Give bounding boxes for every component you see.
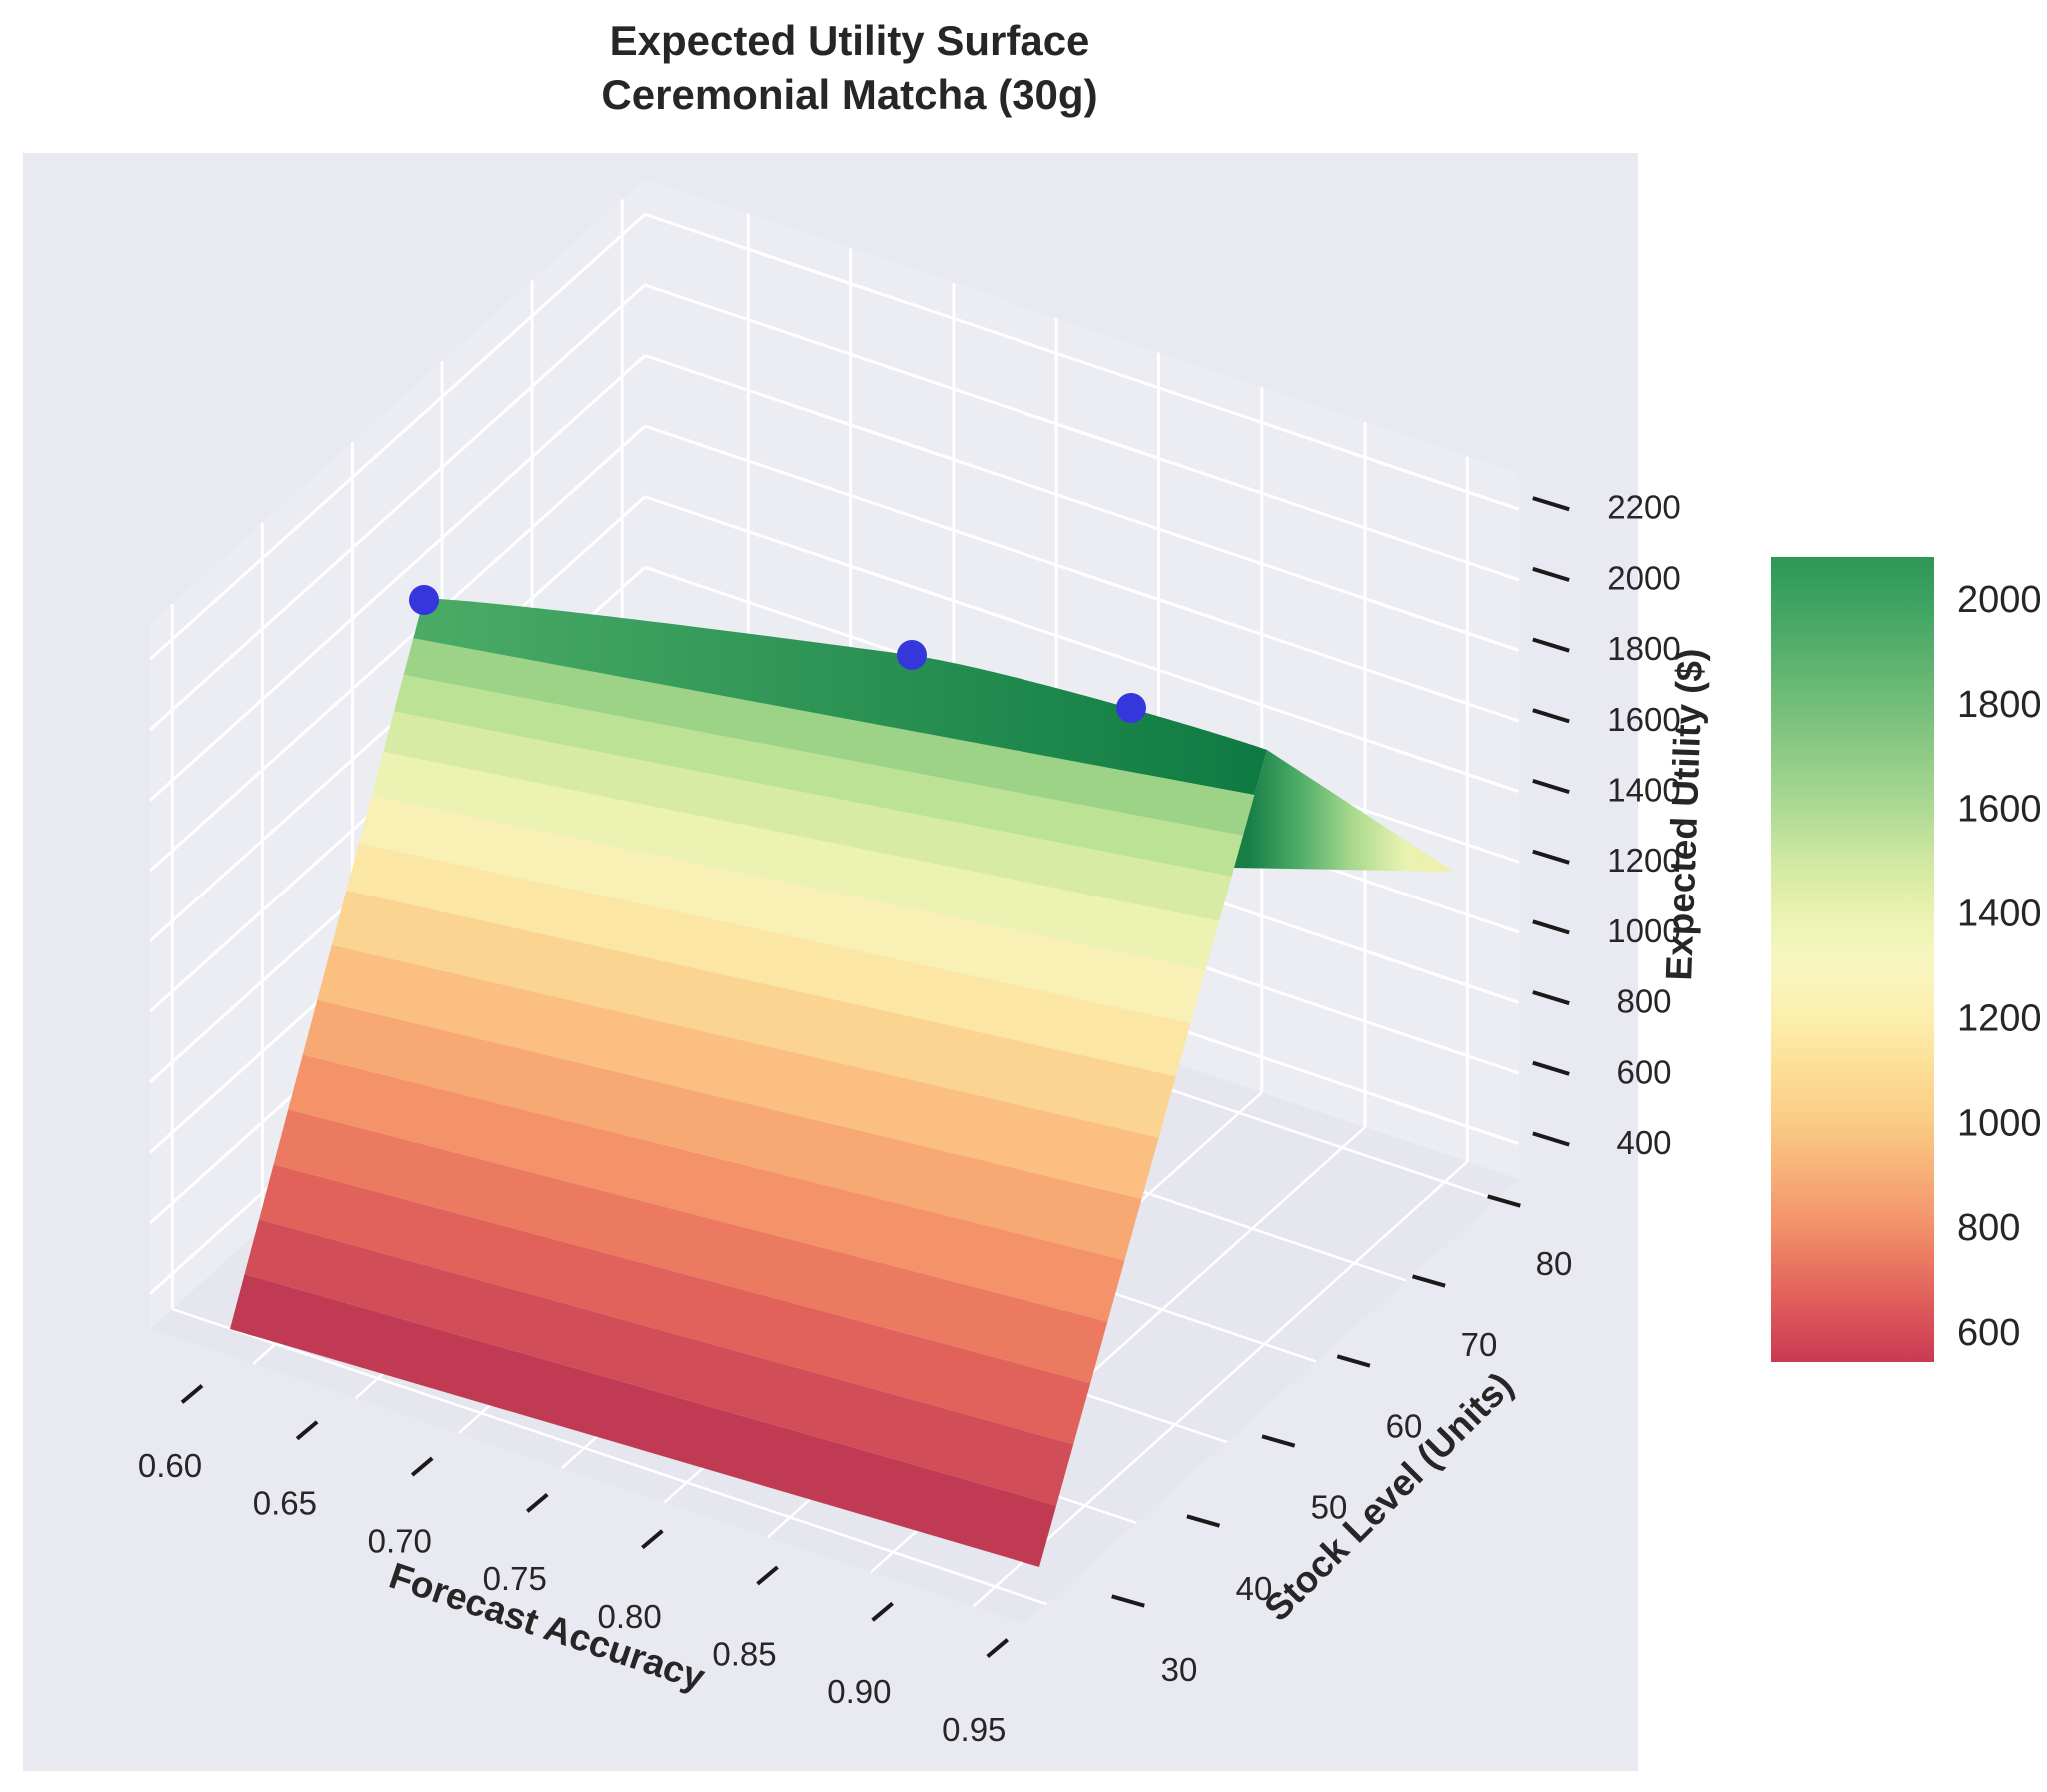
colorbar-tick-label: 1600 [1957,789,2042,831]
x-tick-label: 0.80 [597,1598,661,1635]
y-tick-label: 70 [1461,1326,1498,1363]
y-tick-label: 60 [1386,1407,1423,1444]
tick-mark [871,1601,894,1622]
tick-mark [1532,778,1570,795]
surface-band [403,638,1255,836]
x-tick-label: 0.95 [942,1711,1006,1748]
scatter-point-2 [897,640,927,670]
tick-mark [1532,1131,1570,1147]
y-tick-label: 40 [1236,1570,1273,1607]
surface-band [331,890,1176,1138]
z-tick-label: 2000 [1607,559,1680,596]
colorbar-tick-label: 1200 [1957,997,2042,1039]
grid-line [148,283,647,732]
surface-band [346,843,1191,1077]
grid-line [972,1160,1469,1608]
y-tick-label: 50 [1311,1489,1348,1526]
grid-line [148,354,647,802]
tick-mark [1336,1354,1371,1368]
surface-fold-tip [1234,750,1454,872]
tick-mark [1532,566,1570,582]
surface-ridge-band [413,598,1268,795]
tick-mark [295,1420,319,1441]
surface-band [288,1054,1125,1322]
tick-mark [1411,1274,1446,1288]
z-tick-label: 1000 [1607,912,1680,949]
tick-mark [1532,637,1570,653]
surface-band [273,1109,1108,1383]
tick-mark [1532,919,1570,935]
colorbar-tick-label: 600 [1957,1312,2020,1354]
grid-line [644,424,1520,723]
x-tick-label: 0.75 [483,1560,547,1597]
chart-title-line1: Expected Utility Surface [609,17,1090,64]
tick-mark [756,1565,779,1586]
surface-band [383,711,1232,921]
grid-line [171,1307,1047,1606]
z-tick-label: 1800 [1607,630,1680,667]
colorbar [1771,557,1934,1362]
x-tick-label: 0.85 [712,1636,776,1673]
tick-mark [410,1456,434,1477]
colorbar-tick-label: 1800 [1957,684,2042,726]
grid-line [644,212,1520,511]
tick-mark [1186,1514,1221,1528]
colorbar-tick-label: 1400 [1957,894,2042,935]
tick-mark [1111,1594,1145,1608]
surface-band [230,1274,1057,1567]
z-tick-label: 800 [1616,983,1671,1020]
tick-mark [1532,708,1570,724]
z-tick-label: 600 [1616,1053,1671,1090]
grid-line [644,283,1520,582]
tick-mark [1261,1434,1296,1448]
grid-line [644,495,1520,794]
colorbar-tick-label: 2000 [1957,579,2042,621]
tick-mark [1532,849,1570,865]
surface-band [302,999,1142,1261]
surface-band [317,944,1159,1199]
x-tick-label: 0.90 [827,1673,891,1710]
tick-mark [1532,496,1570,512]
surface-band [244,1219,1074,1506]
x-tick-label: 0.65 [253,1485,317,1522]
grid-line [644,354,1520,652]
scatter-point-1 [409,585,439,615]
x-tick-label: 0.60 [138,1447,202,1484]
chart-title-line2: Ceremonial Matcha (30g) [601,70,1098,118]
tick-mark [1532,1060,1570,1076]
z-tick-label: 1600 [1607,701,1680,738]
z-tick-label: 400 [1616,1124,1671,1161]
tick-mark [526,1492,549,1513]
surface-band [359,795,1206,1024]
tick-mark [1487,1194,1521,1208]
grid-line [148,213,647,661]
z-axis-label: Expected Utility ($) [1658,648,1711,981]
grid-line [148,424,647,873]
tick-mark [1532,990,1570,1006]
colorbar-tick-label: 800 [1957,1207,2020,1249]
surface-band [393,674,1244,877]
tick-mark [180,1384,204,1404]
chart-title: Expected Utility Surface Ceremonial Matc… [0,14,1699,122]
z-tick-label: 2200 [1607,489,1680,526]
tick-mark [986,1638,1009,1659]
y-tick-label: 30 [1161,1651,1198,1688]
colorbar-tick-label: 1000 [1957,1102,2042,1144]
surface-band [259,1164,1091,1445]
z-tick-label: 1200 [1607,842,1680,879]
y-tick-label: 80 [1536,1245,1573,1282]
x-tick-label: 0.70 [368,1522,432,1559]
scatter-point-3 [1116,693,1146,723]
surface-band [371,751,1220,970]
tick-mark [641,1529,664,1550]
z-tick-label: 1400 [1607,772,1680,809]
